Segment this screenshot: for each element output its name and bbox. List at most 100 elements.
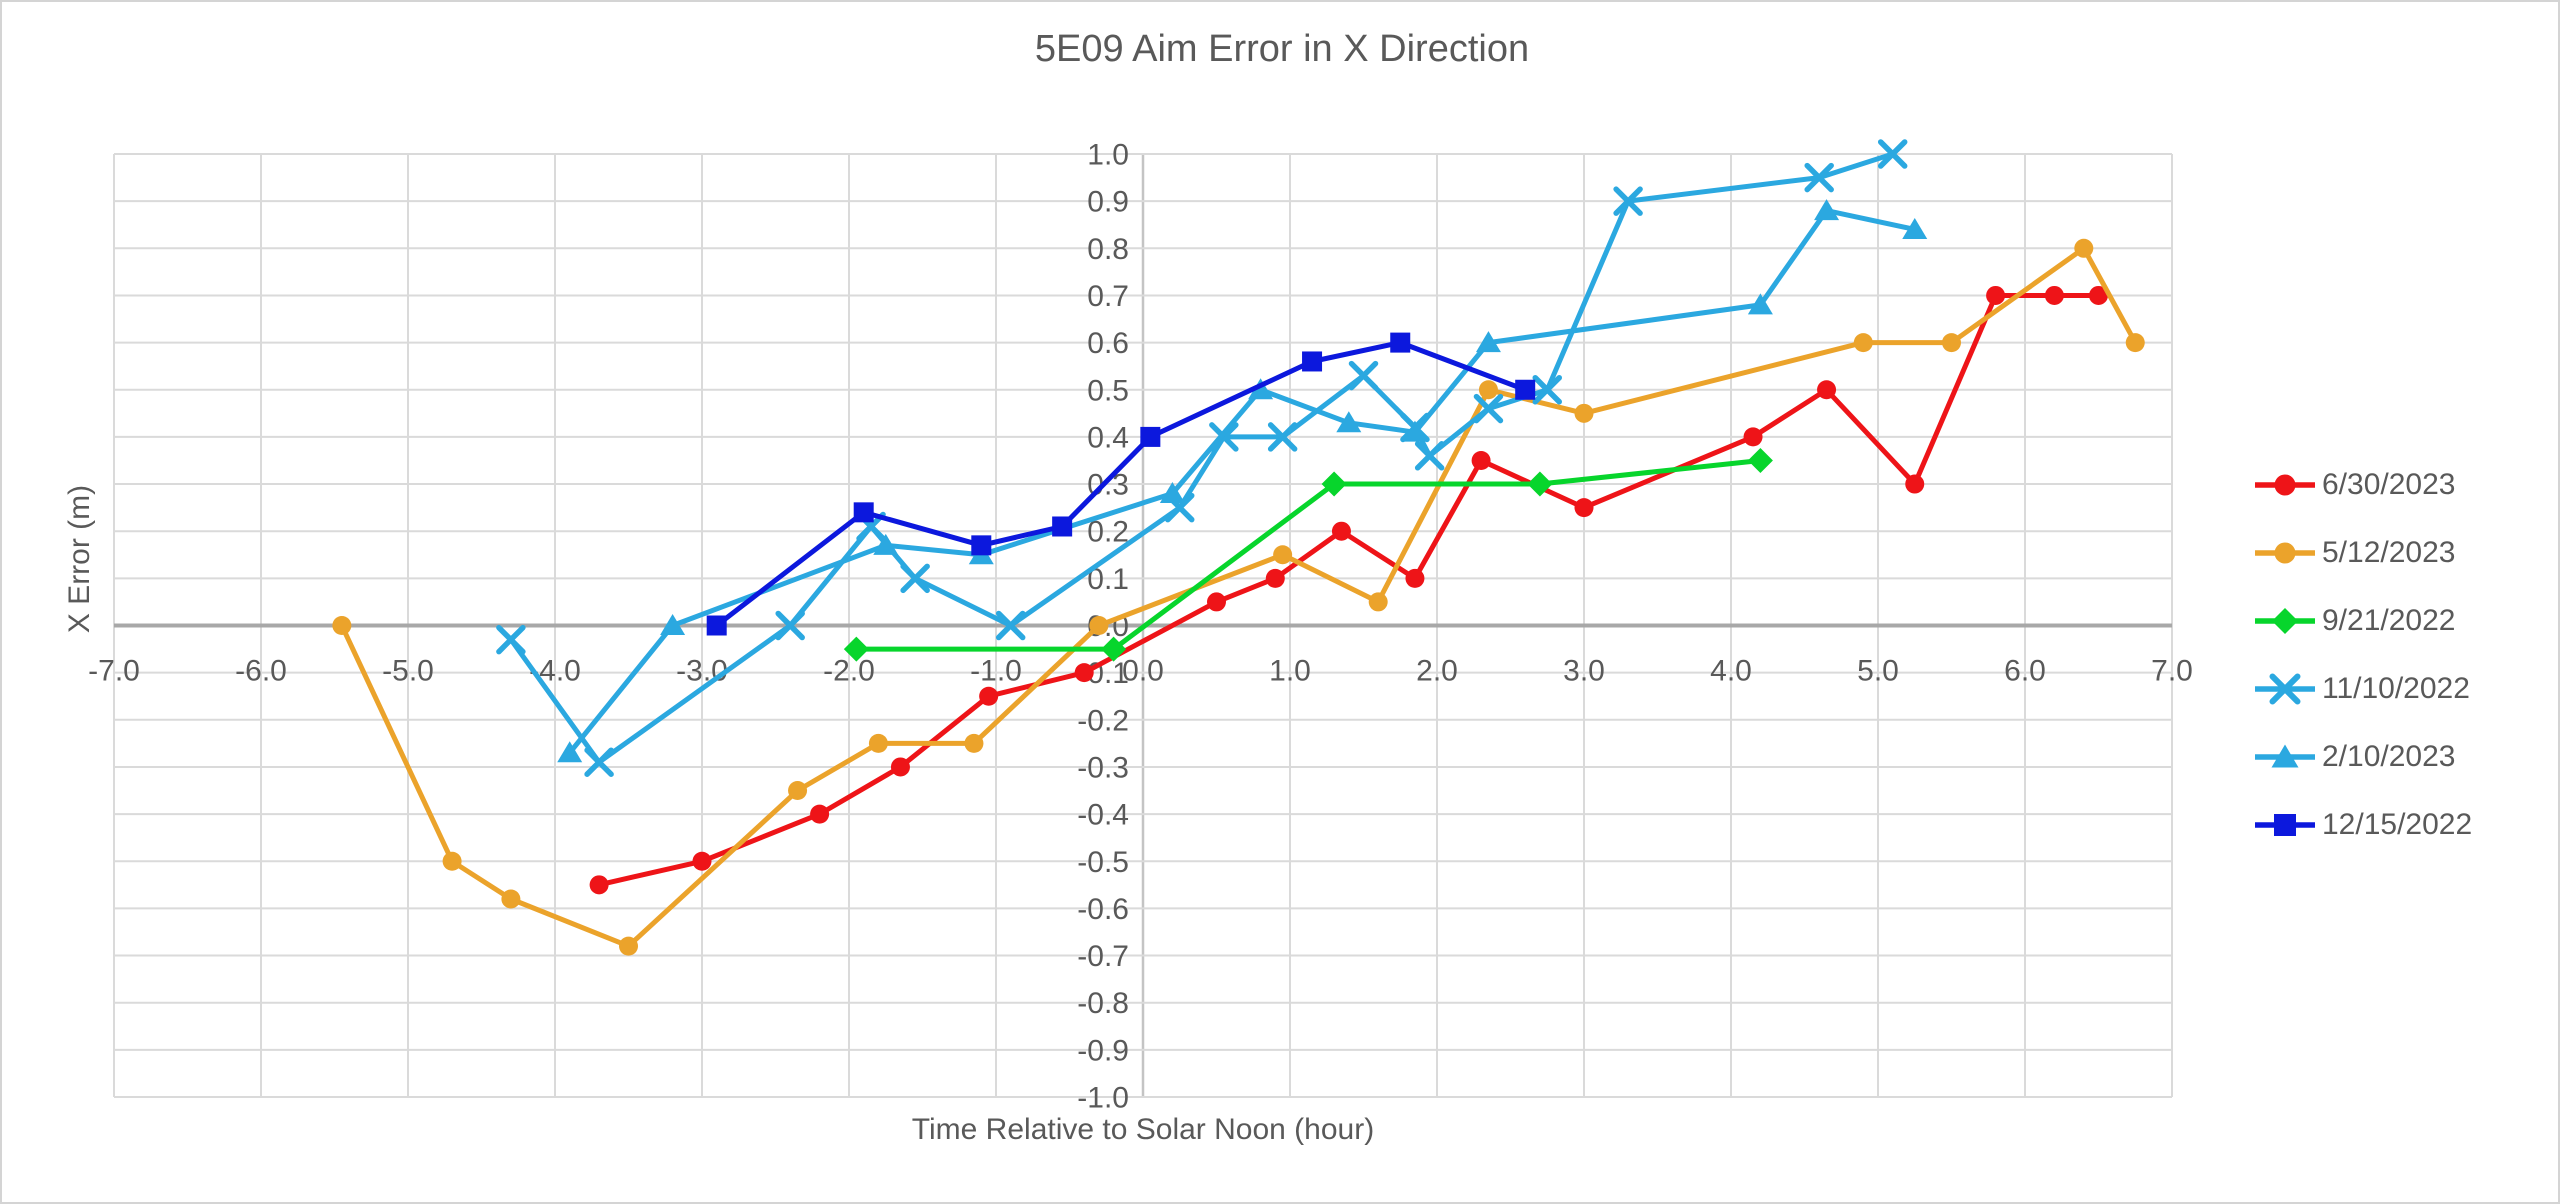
x-tick-label: -6.0 bbox=[235, 655, 287, 688]
marker-triangle bbox=[1336, 411, 1362, 433]
marker-circle bbox=[1853, 333, 1873, 353]
marker-circle bbox=[1074, 663, 1094, 683]
marker-x bbox=[1532, 375, 1562, 405]
legend-label: 6/30/2023 bbox=[2322, 468, 2456, 501]
marker-diamond bbox=[1321, 471, 1347, 497]
marker-x bbox=[900, 563, 930, 594]
marker-circle bbox=[2074, 238, 2094, 258]
y-tick-label: -0.7 bbox=[1077, 940, 1129, 973]
y-axis-title: X Error (m) bbox=[63, 484, 96, 634]
legend-item-6-30-2023[interactable]: 6/30/2023 bbox=[2254, 451, 2472, 519]
legend-marker-triangle-icon bbox=[2255, 744, 2315, 768]
y-tick-label: 0.6 bbox=[1087, 327, 1129, 360]
marker-triangle bbox=[557, 741, 583, 763]
marker-circle bbox=[868, 733, 888, 753]
chart-title: 5E09 Aim Error in X Direction bbox=[1034, 28, 1530, 70]
marker-triangle bbox=[1814, 199, 1840, 221]
x-tick-label: 4.0 bbox=[1710, 655, 1752, 688]
x-tick-label: 1.0 bbox=[1269, 655, 1311, 688]
marker-triangle bbox=[1159, 481, 1185, 503]
marker-x bbox=[1613, 186, 1643, 216]
marker-triangle bbox=[1475, 331, 1501, 353]
marker-square bbox=[1515, 379, 1536, 400]
x-tick-label: -3.0 bbox=[676, 655, 728, 688]
legend-item-11-10-2022[interactable]: 11/10/2022 bbox=[2254, 655, 2472, 723]
legend-label: 5/12/2023 bbox=[2322, 536, 2456, 569]
legend-label: 9/21/2022 bbox=[2322, 604, 2456, 637]
marker-circle bbox=[1273, 545, 1293, 565]
x-tick-label: 0.0 bbox=[1122, 655, 1164, 688]
marker-circle bbox=[964, 733, 984, 753]
marker-circle bbox=[1331, 521, 1351, 541]
marker-square bbox=[1390, 332, 1411, 353]
legend: 6/30/2023 5/12/2023 9/21/2022 11/10/2022 2/1… bbox=[2254, 451, 2472, 859]
marker-square bbox=[1052, 516, 1073, 537]
marker-circle bbox=[2089, 285, 2108, 305]
legend-item-9-21-2022[interactable]: 9/21/2022 bbox=[2254, 587, 2472, 655]
marker-diamond bbox=[1101, 636, 1127, 662]
marker-circle bbox=[1905, 474, 1925, 494]
series-line-2-10-2023 bbox=[567, 208, 1916, 755]
legend-item-2-10-2023[interactable]: 2/10/2023 bbox=[2254, 723, 2472, 791]
marker-circle bbox=[1471, 450, 1491, 470]
marker-circle bbox=[589, 875, 609, 895]
legend-glyph bbox=[2272, 608, 2298, 634]
marker-triangle bbox=[1902, 217, 1928, 239]
legend-marker-square-icon bbox=[2255, 814, 2315, 836]
marker-circle bbox=[2044, 285, 2064, 305]
y-tick-label: -0.2 bbox=[1077, 704, 1129, 737]
marker-diamond bbox=[1747, 447, 1773, 473]
marker-x bbox=[584, 747, 614, 777]
x-tick-label: -5.0 bbox=[382, 655, 434, 688]
legend-item-5-12-2023[interactable]: 5/12/2023 bbox=[2254, 519, 2472, 587]
x-tick-label: 3.0 bbox=[1563, 655, 1605, 688]
marker-square bbox=[1140, 426, 1161, 447]
marker-square bbox=[853, 502, 874, 523]
y-tick-label: 0.9 bbox=[1087, 186, 1129, 219]
y-tick-label: -0.6 bbox=[1077, 893, 1129, 926]
marker-triangle bbox=[873, 533, 899, 555]
marker-triangle bbox=[1248, 378, 1274, 400]
marker-circle bbox=[1574, 498, 1594, 518]
x-tick-label: 7.0 bbox=[2151, 655, 2193, 688]
y-tick-label: -0.5 bbox=[1077, 846, 1129, 879]
legend-glyph bbox=[2274, 542, 2296, 564]
legend-marker-circle-icon bbox=[2255, 542, 2315, 564]
marker-square bbox=[1302, 351, 1323, 372]
marker-circle bbox=[442, 851, 462, 871]
marker-x bbox=[1877, 139, 1908, 169]
marker-circle bbox=[1265, 568, 1285, 588]
x-tick-label: 5.0 bbox=[1857, 655, 1899, 688]
marker-circle bbox=[810, 804, 830, 824]
marker-circle bbox=[619, 936, 638, 956]
marker-circle bbox=[1942, 333, 1961, 353]
marker-x bbox=[1804, 162, 1834, 193]
legend-marker-circle-icon bbox=[2255, 474, 2315, 496]
marker-triangle bbox=[1402, 420, 1428, 442]
series-line-5-12-2023 bbox=[339, 245, 2138, 949]
marker-x bbox=[1267, 422, 1298, 452]
marker-diamond bbox=[1527, 471, 1553, 497]
y-tick-label: -0.9 bbox=[1077, 1034, 1129, 1067]
x-tick-label: -1.0 bbox=[970, 655, 1022, 688]
marker-circle bbox=[1986, 285, 2006, 305]
marker-circle bbox=[1405, 568, 1425, 588]
y-tick-label: 0.7 bbox=[1087, 280, 1129, 313]
x-tick-label: -4.0 bbox=[529, 655, 581, 688]
legend-item-12-15-2022[interactable]: 12/15/2022 bbox=[2254, 791, 2472, 859]
y-tick-label: 0.4 bbox=[1087, 421, 1129, 454]
y-tick-label: 0.2 bbox=[1087, 516, 1129, 549]
marker-circle bbox=[788, 781, 808, 801]
x-tick-label: 2.0 bbox=[1416, 655, 1458, 688]
marker-circle bbox=[1817, 380, 1837, 400]
y-tick-label: -0.8 bbox=[1077, 987, 1129, 1020]
y-tick-label: -0.4 bbox=[1077, 799, 1129, 832]
marker-square bbox=[706, 615, 727, 636]
marker-circle bbox=[1207, 592, 1226, 612]
legend-marker-diamond-icon bbox=[2255, 608, 2315, 634]
marker-x bbox=[775, 610, 805, 641]
legend-glyph bbox=[2274, 814, 2296, 836]
x-tick-label: -2.0 bbox=[823, 655, 875, 688]
